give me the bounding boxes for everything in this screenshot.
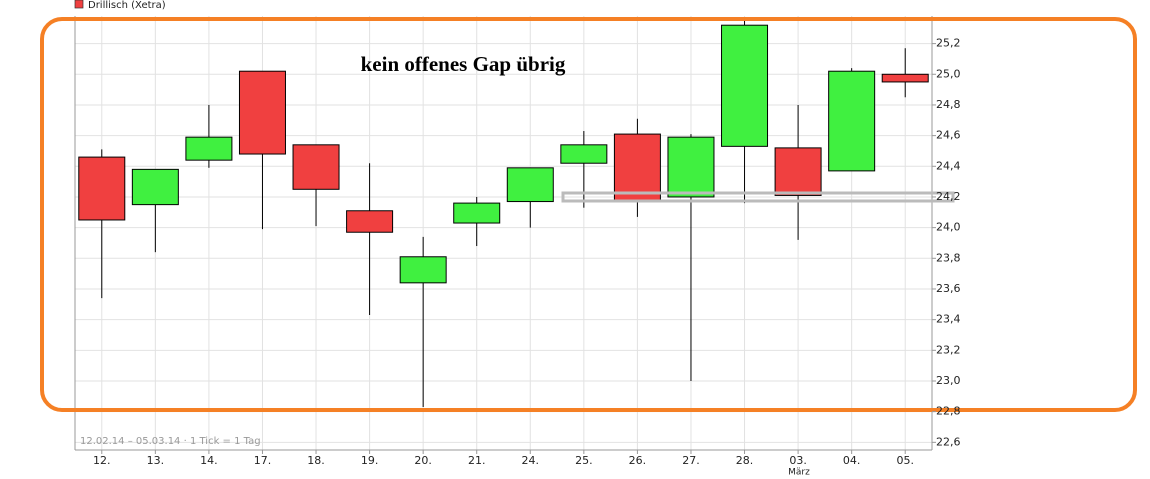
- y-tick-label: 25,0: [936, 67, 961, 80]
- y-tick-label: 22,6: [936, 435, 961, 448]
- gap-marker: [561, 191, 955, 203]
- month-label: März: [788, 468, 810, 478]
- candle-body: [131, 168, 179, 206]
- x-tick-label: 28.: [736, 454, 754, 467]
- candle-body: [667, 136, 715, 198]
- y-tick-label: 23,6: [936, 282, 961, 295]
- legend-label: Drillisch (Xetra): [88, 0, 166, 11]
- highlight-frame: [40, 17, 1137, 412]
- candle-body: [238, 70, 286, 155]
- candles: [78, 19, 929, 408]
- y-tick-label: 23,2: [936, 343, 961, 356]
- x-tick-label: 03.: [789, 454, 807, 467]
- x-tick-label: 18.: [307, 454, 325, 467]
- x-tick-label: 17.: [254, 454, 272, 467]
- x-tick-label: 19.: [361, 454, 379, 467]
- grid: [75, 16, 932, 450]
- y-tick-label: 23,0: [936, 374, 961, 387]
- x-tick-label: 13.: [147, 454, 165, 467]
- x-tick-label: 14.: [200, 454, 218, 467]
- legend-swatch: [74, 0, 84, 9]
- x-tick-label: 27.: [682, 454, 700, 467]
- x-tick-label: 21.: [468, 454, 486, 467]
- candle-body: [78, 156, 126, 221]
- annotation: kein offenes Gap übrig: [361, 52, 566, 76]
- candle-body: [292, 144, 340, 190]
- x-tick-label: 24.: [522, 454, 540, 467]
- footnote: 12.02.14 – 05.03.14 · 1 Tick = 1 Tag: [80, 436, 261, 447]
- y-tick-label: 22,8: [936, 405, 961, 418]
- x-tick-label: 05.: [896, 454, 914, 467]
- y-tick-label: 24,4: [936, 159, 961, 172]
- candle-body: [828, 70, 876, 172]
- candle-body: [506, 167, 554, 203]
- candle-body: [399, 256, 447, 284]
- x-tick-label: 25.: [575, 454, 593, 467]
- candle-body: [774, 147, 822, 196]
- y-tick-label: 23,4: [936, 313, 961, 326]
- x-tick-label: 04.: [843, 454, 861, 467]
- x-tick-label: 12.: [93, 454, 111, 467]
- candle-body: [453, 202, 501, 224]
- candle-body: [613, 133, 661, 201]
- candle-body: [185, 136, 233, 161]
- x-tick-label: 20.: [414, 454, 432, 467]
- candle-body: [346, 210, 394, 233]
- y-tick-label: 25,2: [936, 37, 961, 50]
- y-tick-label: 24,6: [936, 129, 961, 142]
- y-tick-label: 24,0: [936, 221, 961, 234]
- x-tick-label: 26.: [629, 454, 647, 467]
- candle-body: [560, 144, 608, 164]
- candle-body: [881, 73, 929, 83]
- y-tick-label: 24,8: [936, 98, 961, 111]
- y-tick-label: 23,8: [936, 251, 961, 264]
- candle-body: [721, 24, 769, 147]
- y-tick-label: 24,2: [936, 190, 961, 203]
